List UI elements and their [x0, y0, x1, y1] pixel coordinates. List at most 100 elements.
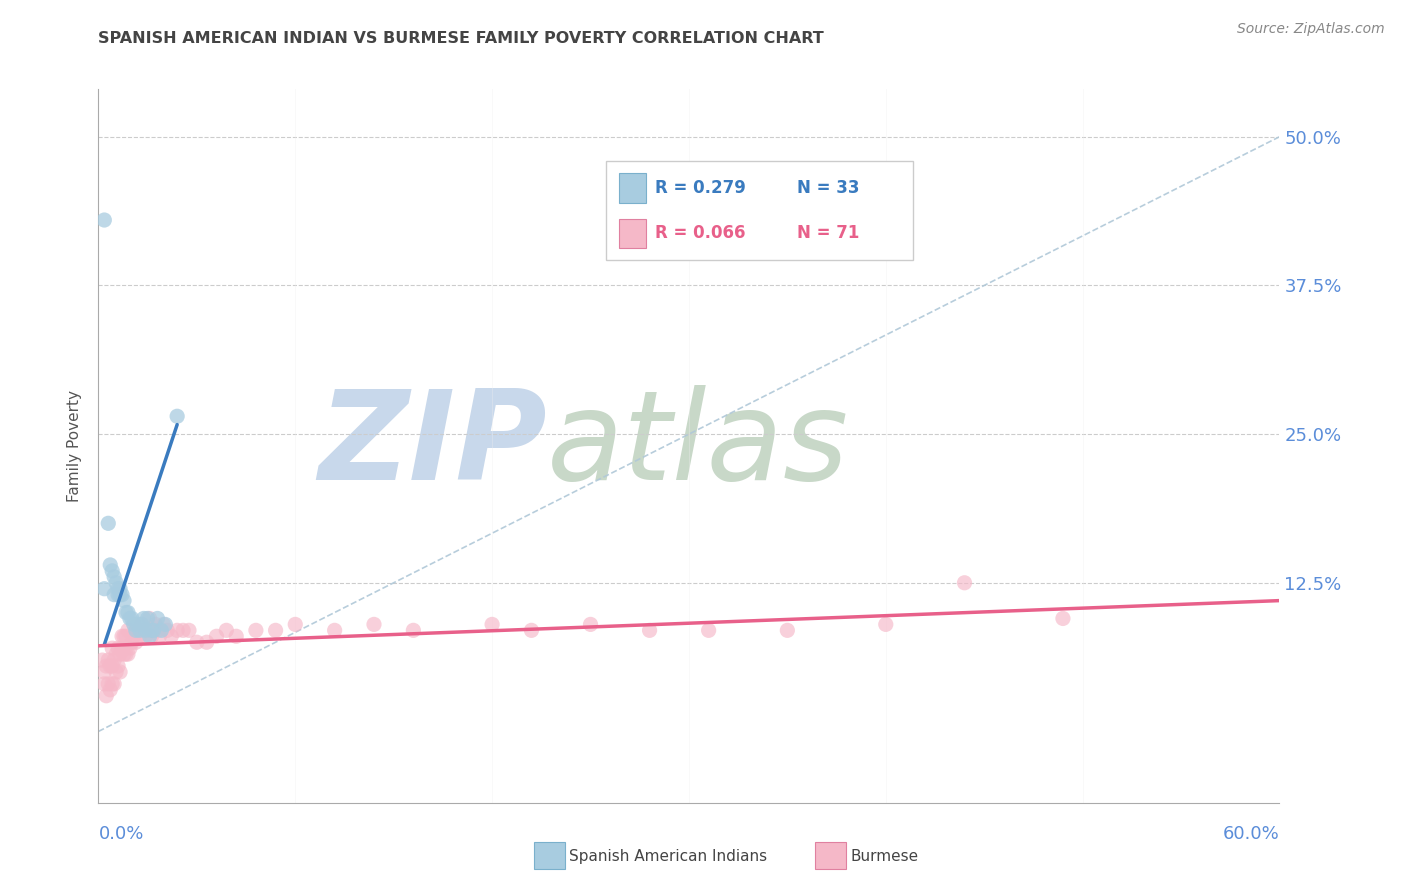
Point	[91, 653, 114, 667]
Text: 0.0%: 0.0%	[98, 825, 143, 843]
Point	[121, 611, 143, 625]
Point	[776, 624, 799, 638]
Point	[127, 624, 149, 638]
Point	[107, 659, 129, 673]
Point	[112, 593, 135, 607]
Point	[107, 582, 129, 596]
Bar	[619, 172, 647, 202]
Point	[93, 582, 115, 596]
Point	[264, 624, 287, 638]
Point	[875, 617, 897, 632]
Point	[121, 635, 143, 649]
Point	[136, 611, 159, 625]
Point	[97, 677, 120, 691]
Point	[117, 647, 139, 661]
Point	[146, 624, 169, 638]
Point	[108, 647, 131, 661]
Point	[103, 570, 125, 584]
Point	[136, 624, 159, 638]
Point	[93, 677, 115, 691]
Point	[284, 617, 307, 632]
Point	[93, 665, 115, 679]
Point	[145, 617, 167, 632]
Point	[101, 564, 124, 578]
Point	[146, 611, 169, 625]
Point	[520, 624, 543, 638]
Point	[141, 624, 163, 638]
Point	[142, 624, 165, 638]
Point	[1052, 611, 1074, 625]
Point	[125, 624, 148, 638]
Point	[93, 213, 115, 227]
Point	[128, 624, 150, 638]
Point	[96, 689, 118, 703]
Text: ZIP: ZIP	[319, 385, 547, 507]
Point	[186, 635, 208, 649]
Text: SPANISH AMERICAN INDIAN VS BURMESE FAMILY POVERTY CORRELATION CHART: SPANISH AMERICAN INDIAN VS BURMESE FAMIL…	[98, 31, 824, 46]
Point	[579, 617, 602, 632]
Text: atlas: atlas	[547, 385, 849, 507]
Point	[98, 659, 121, 673]
Point	[98, 682, 121, 697]
Point	[118, 611, 141, 625]
Point	[481, 617, 503, 632]
Point	[108, 588, 131, 602]
Point	[225, 629, 247, 643]
Point	[150, 624, 173, 638]
Point	[115, 629, 138, 643]
Point	[152, 617, 174, 632]
Point	[402, 624, 425, 638]
Point	[363, 617, 385, 632]
Point	[245, 624, 267, 638]
Point	[115, 606, 138, 620]
Point	[108, 665, 131, 679]
Point	[135, 629, 157, 643]
Point	[103, 588, 125, 602]
Point	[101, 659, 124, 673]
Point	[131, 617, 153, 632]
Point	[132, 611, 155, 625]
Point	[205, 629, 228, 643]
Bar	[619, 219, 647, 249]
Point	[166, 624, 188, 638]
Point	[155, 617, 177, 632]
Point	[111, 588, 134, 602]
Point	[107, 588, 129, 602]
Point	[141, 629, 163, 643]
Y-axis label: Family Poverty: Family Poverty	[67, 390, 83, 502]
Text: R = 0.279: R = 0.279	[655, 178, 747, 196]
Point	[107, 641, 129, 656]
Point	[97, 653, 120, 667]
Point	[638, 624, 661, 638]
Point	[135, 624, 157, 638]
Point	[97, 516, 120, 531]
Point	[111, 629, 134, 643]
Point	[160, 629, 183, 643]
Point	[122, 617, 145, 632]
Text: Spanish American Indians: Spanish American Indians	[569, 849, 768, 863]
Point	[96, 659, 118, 673]
FancyBboxPatch shape	[606, 161, 914, 260]
Point	[148, 629, 170, 643]
Point	[103, 653, 125, 667]
Text: R = 0.066: R = 0.066	[655, 225, 747, 243]
Point	[101, 641, 124, 656]
Text: N = 71: N = 71	[797, 225, 859, 243]
Point	[156, 624, 179, 638]
Point	[111, 641, 134, 656]
Point	[323, 624, 346, 638]
Point	[195, 635, 218, 649]
Point	[127, 617, 149, 632]
Point	[112, 629, 135, 643]
Point	[101, 677, 124, 691]
Point	[105, 575, 128, 590]
Text: Burmese: Burmese	[851, 849, 918, 863]
Point	[166, 409, 188, 424]
Point	[177, 624, 200, 638]
Point	[215, 624, 238, 638]
Point	[98, 558, 121, 572]
Point	[697, 624, 720, 638]
Point	[112, 647, 135, 661]
Point	[953, 575, 976, 590]
Point	[117, 606, 139, 620]
